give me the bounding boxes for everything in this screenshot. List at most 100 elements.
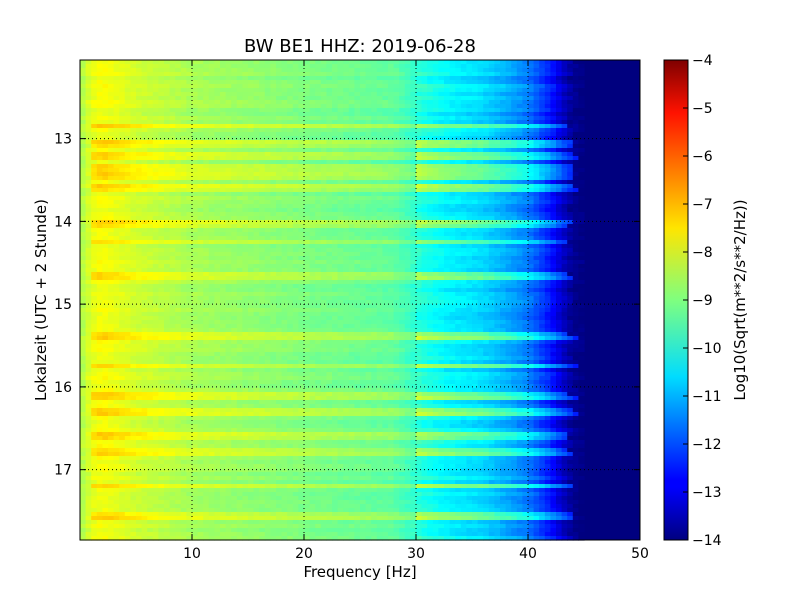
heatmap-cell (180, 164, 187, 169)
heatmap-cell (483, 260, 490, 265)
heatmap-cell (253, 184, 260, 189)
heatmap-cell (136, 68, 143, 73)
heatmap-cell (382, 60, 389, 65)
heatmap-cell (85, 256, 92, 261)
heatmap-cell (264, 72, 271, 77)
heatmap-cell (203, 228, 210, 233)
heatmap-cell (376, 96, 383, 101)
heatmap-cell (96, 188, 103, 193)
heatmap-cell (432, 144, 439, 149)
heatmap-cell (567, 164, 574, 169)
heatmap-cell (259, 248, 266, 253)
heatmap-cell (550, 152, 557, 157)
heatmap-cell (348, 200, 355, 205)
heatmap-cell (136, 100, 143, 105)
heatmap-cell (371, 168, 378, 173)
heatmap-cell (96, 128, 103, 133)
heatmap-cell (186, 136, 193, 141)
heatmap-cell (421, 104, 428, 109)
heatmap-cell (169, 140, 176, 145)
heatmap-cell (242, 180, 249, 185)
heatmap-cell (124, 188, 131, 193)
heatmap-cell (175, 272, 182, 277)
heatmap-cell (320, 120, 327, 125)
heatmap-cell (197, 148, 204, 153)
heatmap-cell (528, 244, 535, 249)
heatmap-cell (337, 108, 344, 113)
heatmap-cell (264, 108, 271, 113)
heatmap-cell (136, 252, 143, 257)
heatmap-cell (214, 176, 221, 181)
heatmap-cell (242, 188, 249, 193)
heatmap-cell (432, 76, 439, 81)
heatmap-cell (186, 72, 193, 77)
heatmap-cell (85, 60, 92, 65)
heatmap-cell (320, 132, 327, 137)
heatmap-cell (477, 176, 484, 181)
heatmap-cell (130, 180, 137, 185)
heatmap-cell (225, 208, 232, 213)
heatmap-cell (460, 60, 467, 65)
heatmap-cell (444, 276, 451, 281)
heatmap-cell (444, 220, 451, 225)
heatmap-cell (337, 196, 344, 201)
heatmap-cell (270, 72, 277, 77)
heatmap-cell (578, 224, 585, 229)
heatmap-cell (337, 276, 344, 281)
heatmap-cell (315, 156, 322, 161)
heatmap-cell (186, 264, 193, 269)
heatmap-cell (354, 196, 361, 201)
heatmap-cell (96, 204, 103, 209)
heatmap-cell (315, 136, 322, 141)
heatmap-cell (488, 272, 495, 277)
heatmap-cell (483, 252, 490, 257)
heatmap-cell (309, 88, 316, 93)
heatmap-cell (192, 100, 199, 105)
heatmap-cell (556, 96, 563, 101)
heatmap-cell (410, 60, 417, 65)
heatmap-cell (332, 204, 339, 209)
heatmap-cell (298, 188, 305, 193)
heatmap-cell (371, 116, 378, 121)
heatmap-cell (466, 192, 473, 197)
heatmap-cell (130, 212, 137, 217)
heatmap-cell (108, 272, 115, 277)
heatmap-cell (500, 260, 507, 265)
heatmap-cell (556, 124, 563, 129)
heatmap-cell (119, 208, 126, 213)
heatmap-cell (264, 76, 271, 81)
heatmap-cell (404, 252, 411, 257)
heatmap-cell (466, 276, 473, 281)
heatmap-cell (292, 120, 299, 125)
heatmap-cell (304, 88, 311, 93)
heatmap-cell (281, 104, 288, 109)
heatmap-cell (348, 228, 355, 233)
heatmap-cell (472, 108, 479, 113)
heatmap-cell (511, 172, 518, 177)
heatmap-cell (85, 144, 92, 149)
heatmap-cell (108, 160, 115, 165)
heatmap-cell (332, 256, 339, 261)
heatmap-cell (130, 192, 137, 197)
heatmap-cell (298, 276, 305, 281)
heatmap-cell (516, 80, 523, 85)
heatmap-cell (192, 140, 199, 145)
heatmap-cell (348, 64, 355, 69)
heatmap-cell (175, 244, 182, 249)
heatmap-cell (180, 236, 187, 241)
heatmap-cell (91, 188, 98, 193)
heatmap-cell (113, 108, 120, 113)
heatmap-cell (180, 120, 187, 125)
heatmap-cell (472, 136, 479, 141)
heatmap-cell (382, 124, 389, 129)
heatmap-cell (136, 164, 143, 169)
heatmap-cell (113, 124, 120, 129)
heatmap-cell (264, 176, 271, 181)
heatmap-cell (292, 188, 299, 193)
heatmap-cell (236, 156, 243, 161)
heatmap-cell (522, 204, 529, 209)
heatmap-cell (203, 96, 210, 101)
heatmap-cell (477, 124, 484, 129)
heatmap-cell (460, 172, 467, 177)
heatmap-cell (91, 240, 98, 245)
